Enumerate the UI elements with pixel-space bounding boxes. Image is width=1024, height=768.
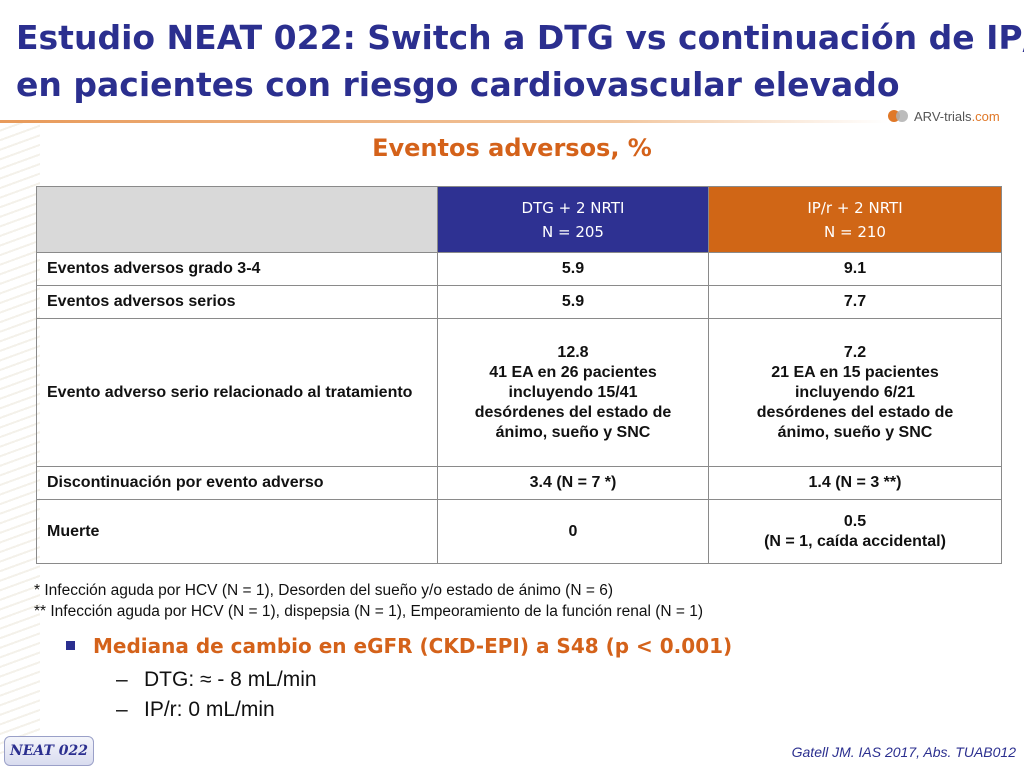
table-row: Eventos adversos grado 3-4 5.9 9.1: [36, 252, 1002, 286]
egfr-bullet-text: Mediana de cambio en eGFR (CKD-EPI) a S4…: [93, 634, 733, 658]
cell-line: ánimo, sueño y SNC: [777, 423, 933, 441]
column-header-dtg: DTG + 2 NRTI N = 205: [437, 186, 709, 253]
egfr-bullet: Mediana de cambio en eGFR (CKD-EPI) a S4…: [66, 634, 1006, 658]
cell-line: incluyendo 6/21: [794, 383, 916, 401]
egfr-sub-item-text: DTG: ≈ - 8 mL/min: [144, 668, 317, 691]
cell-ipr: 0.5 (N = 1, caída accidental): [708, 499, 1002, 564]
table-header-row: DTG + 2 NRTI N = 205 IP/r + 2 NRTI N = 2…: [36, 186, 1002, 253]
page-title: Estudio NEAT 022: Switch a DTG vs contin…: [16, 14, 1024, 108]
footnote-1: * Infección aguda por HCV (N = 1), Desor…: [34, 582, 613, 599]
page-title-line-2: en pacientes con riesgo cardiovascular e…: [16, 65, 900, 104]
cell-line: 3.4 (N = 7 *): [529, 474, 617, 491]
table-row: Muerte 0 0.5 (N = 1, caída accidental): [36, 499, 1002, 564]
column-header-dtg-arm: DTG + 2 NRTI: [521, 198, 625, 217]
cell-line: 7.7: [843, 293, 867, 310]
cell-line: 41 EA en 26 pacientes: [489, 363, 657, 381]
cell-dtg: 0: [437, 499, 709, 564]
column-header-ipr-n: N = 210: [824, 222, 886, 241]
cell-dtg: 5.9: [437, 252, 709, 286]
logo-text-suffix: .com: [971, 108, 1000, 124]
logo-text: ARV-trials.com: [914, 109, 1000, 124]
column-header-ipr-arm: IP/r + 2 NRTI: [807, 198, 903, 217]
cell-line: desórdenes del estado de: [474, 403, 672, 421]
dash-icon: –: [116, 698, 128, 721]
cell-ipr: 7.7: [708, 285, 1002, 319]
citation: Gatell JM. IAS 2017, Abs. TUAB012: [791, 744, 1016, 760]
egfr-sub-item: – IP/r: 0 mL/min: [116, 698, 716, 722]
column-header-ipr: IP/r + 2 NRTI N = 210: [708, 186, 1002, 253]
cell-line: 5.9: [561, 293, 585, 310]
egfr-sub-item: – DTG: ≈ - 8 mL/min: [116, 668, 716, 692]
cell-dtg: 5.9: [437, 285, 709, 319]
row-label: Eventos adversos grado 3-4: [36, 252, 438, 286]
square-bullet-icon: [66, 641, 75, 650]
cell-line: 0.5: [843, 512, 867, 530]
table-row: Discontinuación por evento adverso 3.4 (…: [36, 466, 1002, 500]
row-label: Eventos adversos serios: [36, 285, 438, 319]
table-row: Evento adverso serio relacionado al trat…: [36, 318, 1002, 467]
cell-ipr: 1.4 (N = 3 **): [708, 466, 1002, 500]
footnote-2: ** Infección aguda por HCV (N = 1), disp…: [34, 603, 703, 620]
cell-line: (N = 1, caída accidental): [764, 532, 946, 550]
row-label: Evento adverso serio relacionado al trat…: [36, 318, 438, 467]
section-subtitle: Eventos adversos, %: [372, 134, 652, 162]
cell-line: 21 EA en 15 pacientes: [771, 363, 939, 381]
arv-trials-logo: ARV-trials.com: [888, 104, 1020, 128]
cell-line: incluyendo 15/41: [508, 383, 638, 401]
egfr-sub-item-text: IP/r: 0 mL/min: [144, 698, 275, 721]
title-underline: [0, 120, 888, 123]
cell-dtg: 3.4 (N = 7 *): [437, 466, 709, 500]
row-label: Muerte: [36, 499, 438, 564]
page-title-line-1: Estudio NEAT 022: Switch a DTG vs contin…: [16, 18, 1024, 57]
dash-icon: –: [116, 668, 128, 691]
background-decoration: [0, 120, 40, 760]
cell-line: 5.9: [561, 260, 585, 277]
cell-line: 12.8: [557, 343, 589, 361]
cell-line: ánimo, sueño y SNC: [495, 423, 651, 441]
cell-dtg: 12.8 41 EA en 26 pacientes incluyendo 15…: [437, 318, 709, 467]
logo-mark-icon: [888, 108, 910, 124]
table-corner-cell: [36, 186, 438, 253]
cell-ipr: 7.2 21 EA en 15 pacientes incluyendo 6/2…: [708, 318, 1002, 467]
logo-text-main: ARV-trials: [914, 108, 972, 124]
cell-ipr: 9.1: [708, 252, 1002, 286]
cell-line: desórdenes del estado de: [756, 403, 954, 421]
study-tag: NEAT 022: [4, 736, 94, 766]
cell-line: 7.2: [843, 343, 867, 361]
cell-line: 1.4 (N = 3 **): [808, 474, 902, 491]
cell-line: 9.1: [843, 260, 867, 277]
row-label: Discontinuación por evento adverso: [36, 466, 438, 500]
column-header-dtg-n: N = 205: [542, 222, 604, 241]
table-row: Eventos adversos serios 5.9 7.7: [36, 285, 1002, 319]
cell-line: 0: [568, 522, 578, 540]
footnotes: * Infección aguda por HCV (N = 1), Desor…: [34, 580, 1014, 622]
adverse-events-table: DTG + 2 NRTI N = 205 IP/r + 2 NRTI N = 2…: [36, 186, 1002, 564]
